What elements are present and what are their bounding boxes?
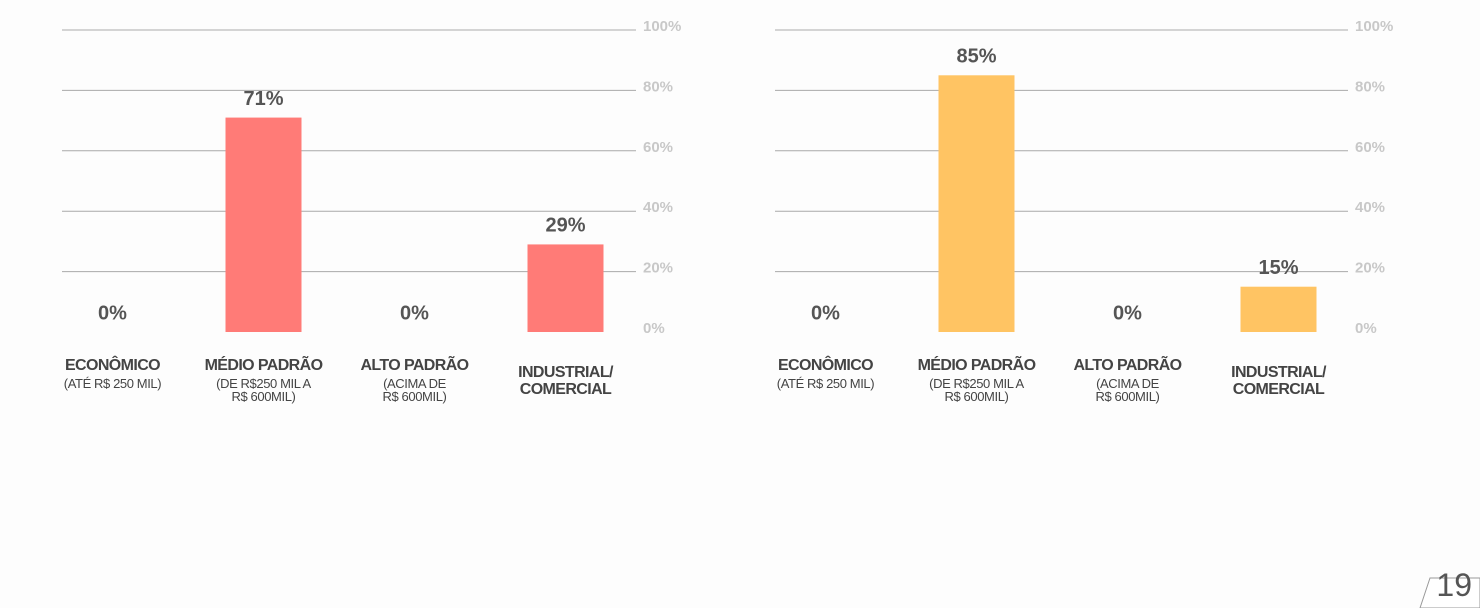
bar — [938, 75, 1015, 333]
category-note: (ATÉ R$ 250 MIL) — [776, 375, 875, 391]
y-tick-label: 40% — [1355, 199, 1385, 216]
value-label: 85% — [956, 46, 996, 68]
value-label: 0% — [811, 302, 840, 324]
y-tick-label: 0% — [643, 320, 665, 337]
category-label: INDUSTRIAL/ COMERCIAL — [491, 364, 641, 399]
value-label: 0% — [1113, 302, 1142, 324]
y-tick-label: 20% — [1355, 260, 1385, 277]
category-name: INDUSTRIAL/ COMERCIAL — [1231, 364, 1326, 398]
value-label: 15% — [1258, 257, 1298, 279]
category-note: (ACIMA DE R$ 600MIL) — [382, 375, 447, 405]
y-tick-label: 40% — [643, 199, 673, 216]
y-tick-label: 60% — [1355, 139, 1385, 156]
value-label: 0% — [400, 302, 429, 324]
bar — [225, 117, 302, 332]
y-tick-label: 100% — [643, 18, 681, 35]
value-label: 29% — [545, 215, 585, 237]
category-note: (ACIMA DE R$ 600MIL) — [1095, 375, 1160, 405]
y-tick-label: 60% — [643, 139, 673, 156]
y-tick-label: 20% — [643, 260, 673, 277]
value-label: 0% — [98, 302, 127, 324]
category-note: (ATÉ R$ 250 MIL) — [63, 375, 162, 391]
bar — [1240, 286, 1317, 332]
category-name: INDUSTRIAL/ COMERCIAL — [518, 364, 613, 398]
y-tick-label: 80% — [1355, 78, 1385, 95]
y-tick-label: 100% — [1355, 18, 1393, 35]
y-tick-label: 0% — [1355, 320, 1377, 337]
category-name: ECONÔMICO — [64, 357, 161, 374]
value-label: 71% — [243, 88, 283, 110]
category-name: MÉDIO PADRÃO — [917, 357, 1036, 374]
category-label: INDUSTRIAL/ COMERCIAL — [1204, 364, 1354, 399]
category-label: MÉDIO PADRÃO (DE R$250 MIL A R$ 600MIL) — [189, 357, 339, 405]
category-name: ALTO PADRÃO — [360, 357, 469, 374]
category-note: (DE R$250 MIL A R$ 600MIL) — [216, 375, 311, 405]
category-label: ECONÔMICO (ATÉ R$ 250 MIL) — [38, 357, 188, 391]
page-tab — [1419, 577, 1480, 608]
category-label: MÉDIO PADRÃO (DE R$250 MIL A R$ 600MIL) — [902, 357, 1052, 405]
bar — [527, 244, 604, 332]
category-label: ALTO PADRÃO (ACIMA DE R$ 600MIL) — [340, 357, 490, 405]
y-tick-label: 80% — [643, 78, 673, 95]
category-note: (DE R$250 MIL A R$ 600MIL) — [929, 375, 1024, 405]
category-label: ALTO PADRÃO (ACIMA DE R$ 600MIL) — [1053, 357, 1203, 405]
page-number: 19 — [1436, 567, 1472, 603]
category-label: ECONÔMICO (ATÉ R$ 250 MIL) — [751, 357, 901, 391]
category-name: MÉDIO PADRÃO — [204, 357, 323, 374]
category-name: ALTO PADRÃO — [1073, 357, 1182, 374]
category-name: ECONÔMICO — [777, 357, 874, 374]
